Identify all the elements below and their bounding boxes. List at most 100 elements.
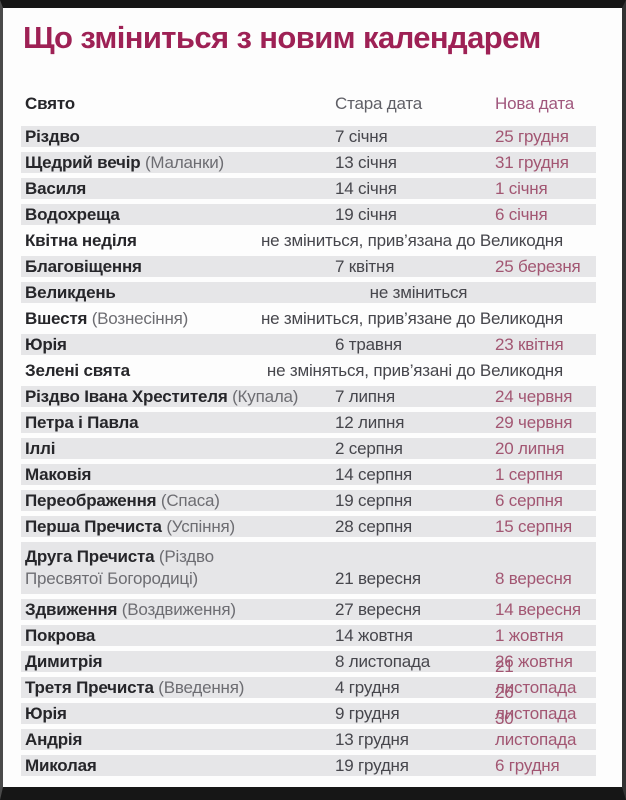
table-row: Андрія 13 грудня 30 листопада <box>21 709 596 750</box>
unchanged-note: не зміниться, прив’язане до Великодня <box>260 309 563 328</box>
holiday-alt-name: (Воздвиження) <box>117 600 236 619</box>
column-header-old-date: Стара дата <box>335 94 423 113</box>
new-date: 6 грудня <box>495 756 560 775</box>
table-row: Щедрий вечір (Маланки) 13 січня 31 грудня <box>21 152 596 173</box>
old-date: 14 серпня <box>335 465 413 484</box>
holiday-alt-name: (Маланки) <box>140 153 224 172</box>
holiday-name-text: Андрія <box>25 730 83 749</box>
new-date: 26 жовтня <box>495 652 573 671</box>
holiday-alt-name: (Успіння) <box>161 517 235 536</box>
holiday-name: Петра і Павла <box>25 412 139 433</box>
table-row: Квітна неділя не зміниться, прив’язана до… <box>21 230 596 251</box>
table-row: Великдень не зміниться <box>21 282 596 303</box>
holiday-name-text: Миколая <box>25 756 97 775</box>
new-date: 14 вересня <box>495 600 581 619</box>
holiday-name: Переображення (Спаса) <box>25 490 220 511</box>
table-row: Покрова 14 жовтня 1 жовтня <box>21 625 596 646</box>
new-date: 15 серпня <box>495 517 573 536</box>
table-row: Юрія 9 грудня 26 листопада <box>21 683 596 724</box>
holiday-name: Здвиження (Воздвиження) <box>25 599 236 620</box>
unchanged-note: не зміниться, прив’язана до Великодня <box>260 231 563 250</box>
holiday-name: Квітна неділя <box>25 230 137 251</box>
table-row: Різдво Івана Хрестителя (Купала) 7 липня 2… <box>21 386 596 407</box>
holiday-name: Димитрія <box>25 651 103 672</box>
holiday-name-text: Водохреща <box>25 205 120 224</box>
holiday-name-text: Перша Пречиста <box>25 517 162 536</box>
column-header-new-date: Нова дата <box>495 94 574 113</box>
old-date: 8 листопада <box>335 652 430 671</box>
old-date: 21 вересня <box>335 569 421 588</box>
holiday-name: Водохреща <box>25 204 120 225</box>
page-title: Що зміниться з новим календарем <box>23 20 541 55</box>
holiday-name-text: Благовіщення <box>25 257 142 276</box>
holiday-name-text: Різдво Івана Хрестителя <box>25 387 228 406</box>
table-body: Різдво 7 січня 25 грудня Щедрий вечір (Мала… <box>21 126 596 776</box>
holiday-name-text: Здвиження <box>25 600 118 619</box>
unchanged-note: не зміняться, прив’язані до Великодня <box>266 361 563 380</box>
new-date: 23 квітня <box>495 335 564 354</box>
old-date: 2 серпня <box>335 439 403 458</box>
old-date: 6 травня <box>335 335 402 354</box>
table-row: Третя Пречиста (Введення) 4 грудня 21 лист… <box>21 657 596 698</box>
holiday-alt-name: (Введення) <box>153 678 245 697</box>
new-date: 29 червня <box>495 413 573 432</box>
table-row: Василя 14 січня 1 січня <box>21 178 596 199</box>
new-date: 1 жовтня <box>495 626 564 645</box>
holiday-name: Щедрий вечір (Маланки) <box>25 152 224 173</box>
holiday-alt-name: (Купала) <box>227 387 299 406</box>
holiday-name-text: Димитрія <box>25 652 103 671</box>
holiday-alt-name: (Спаса) <box>156 491 220 510</box>
old-date: 7 січня <box>335 127 388 146</box>
new-date: 1 січня <box>495 179 548 198</box>
old-date: 28 серпня <box>335 517 413 536</box>
holiday-name-text: Друга Пречиста <box>25 547 155 566</box>
new-date: 30 листопада <box>495 709 577 749</box>
holiday-name: Покрова <box>25 625 95 646</box>
new-date: 26 листопада <box>495 683 577 723</box>
table-row: Петра і Павла 12 липня 29 червня <box>21 412 596 433</box>
holiday-name: Юрія <box>25 334 67 355</box>
table-row: Юрія 6 травня 23 квітня <box>21 334 596 355</box>
table-row: Маковія 14 серпня 1 серпня <box>21 464 596 485</box>
new-date: 31 грудня <box>495 153 569 172</box>
old-date: 27 вересня <box>335 600 421 619</box>
holiday-name: Перша Пречиста (Успіння) <box>25 516 235 537</box>
old-date: 14 січня <box>335 179 397 198</box>
new-date: 24 червня <box>495 387 573 406</box>
table-row: Водохреща 19 січня 6 січня <box>21 204 596 225</box>
holiday-name: Юрія <box>25 703 67 724</box>
table-row: Друга Пречиста (Різдво Пресвятої Богород… <box>21 542 596 594</box>
holiday-name-text: Різдво <box>25 127 80 146</box>
old-date: 13 грудня <box>335 730 409 749</box>
holiday-name-text: Квітна неділя <box>25 231 137 250</box>
table-row: Різдво 7 січня 25 грудня <box>21 126 596 147</box>
old-date: 7 квітня <box>335 257 395 276</box>
holiday-name-text: Великдень <box>25 283 116 302</box>
new-date: 25 березня <box>495 257 581 276</box>
holiday-name-text: Іллі <box>25 439 56 458</box>
table-row: Перша Пречиста (Успіння) 28 серпня 15 серп… <box>21 516 596 537</box>
old-date: 14 жовтня <box>335 626 413 645</box>
holiday-name-text: Маковія <box>25 465 92 484</box>
table-row: Здвиження (Воздвиження) 27 вересня 14 вере… <box>21 599 596 620</box>
new-date: 20 липня <box>495 439 565 458</box>
new-date: 1 серпня <box>495 465 563 484</box>
table-row: Димитрія 8 листопада 26 жовтня <box>21 651 596 672</box>
holiday-alt-name: (Різдво Пресвятої Богородиці) <box>25 547 214 588</box>
old-date: 19 січня <box>335 205 397 224</box>
holiday-name: Різдво <box>25 126 80 147</box>
holiday-alt-name: (Вознесіння) <box>87 309 189 328</box>
new-date: 25 грудня <box>495 127 569 146</box>
holiday-name-text: Покрова <box>25 626 96 645</box>
holiday-name: Маковія <box>25 464 91 485</box>
old-date: 13 січня <box>335 153 397 172</box>
new-date: 21 листопада <box>495 657 577 697</box>
new-date: 6 серпня <box>495 491 563 510</box>
holiday-name-text: Переображення <box>25 491 157 510</box>
holiday-name: Андрія <box>25 729 82 750</box>
holiday-name: Миколая <box>25 755 97 776</box>
holiday-name-text: Юрія <box>25 335 67 354</box>
table-row: Миколая 19 грудня 6 грудня <box>21 755 596 776</box>
old-date: 7 липня <box>335 387 395 406</box>
holiday-name-text: Петра і Павла <box>25 413 139 432</box>
